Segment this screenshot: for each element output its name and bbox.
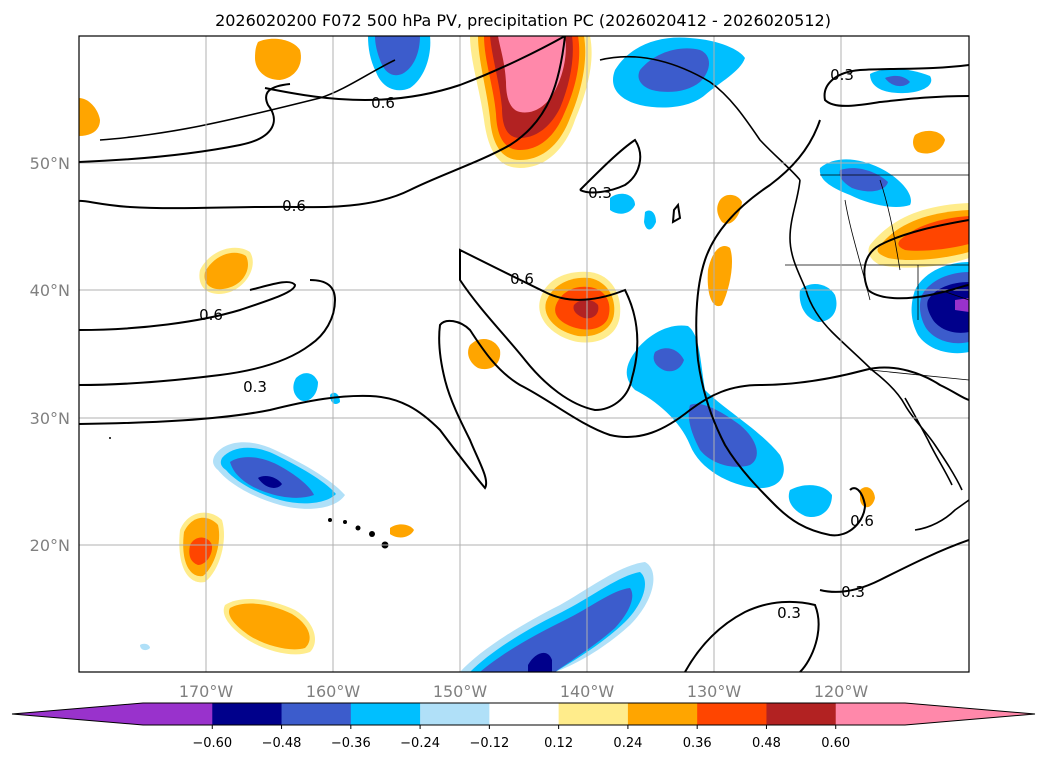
pv-contour-0.3-south [79,319,969,490]
contour-label: 0.6 [371,94,395,112]
baja-coast [904,397,953,486]
contour-label: 0.3 [588,184,612,202]
lat-label: 50°N [30,154,70,173]
colorbar-tick-label: −0.48 [262,736,302,751]
pv-contour-0.3-east [823,64,969,300]
lon-label: 120°W [814,682,869,701]
lon-label: 130°W [687,682,742,701]
colorbar-segment [143,703,213,725]
pv-contour-0.3-bc [579,138,682,224]
colorbar-tick-label: 0.60 [821,736,850,751]
colorbar-segment [420,703,490,725]
colorbar-segment [281,703,352,725]
lon-label: 160°W [306,682,361,701]
colorbar-tick-label: −0.12 [469,736,509,751]
colorbar-tick-label: −0.24 [400,736,440,751]
colorbar-segment [766,703,837,725]
colorbar-tick-label: 0.12 [544,736,573,751]
contour-label: 0.6 [850,512,874,530]
lon-label: 140°W [560,682,615,701]
alaska-coast [99,55,801,181]
colorbar-segment [350,703,421,725]
colorbar-segment [627,703,698,725]
lat-label: 40°N [30,281,70,300]
colorbar-extend-min [12,703,143,725]
colorbar-outline [11,702,1036,726]
colorbar-tick-label: 0.36 [683,736,712,751]
gridlines [79,36,969,672]
pv-contour-0.6-top [264,36,566,102]
colorbar-extend-max [905,703,1035,725]
pv-contours [79,36,969,672]
contour-label: 0.6 [199,306,223,324]
colorbar-tick-label: 0.24 [613,736,642,751]
contour-label: 0.3 [830,66,854,84]
lat-label: 20°N [30,536,70,555]
pv-contour-0.6-coast [695,119,867,537]
lon-label: 150°W [433,682,488,701]
coastlines [99,55,969,531]
contour-label: 0.3 [777,604,801,622]
north-america-coast [789,179,969,531]
lat-labels: 50°N 40°N 30°N 20°N [30,154,70,555]
colorbar-segment [697,703,767,725]
colorbar-tick-label: 0.48 [752,736,781,751]
borders [785,174,969,381]
colorbar: −0.60 −0.48 −0.36 −0.24 −0.12 0.12 0.24 0.36 0.4… [11,702,1036,751]
map-panel: 0.6 0.3 0.6 0.6 0.3 0.6 0.3 0.6 0.3 0.3 [79,36,969,672]
contour-labels: 0.6 0.3 0.6 0.6 0.3 0.6 0.3 0.6 0.3 0.3 [199,66,874,622]
pv-contour-0.3-se [684,539,969,672]
map-frame [78,35,970,673]
pv-contour-0.3-west [79,279,337,386]
contour-label: 0.6 [510,270,534,288]
pv-contour-0.6-mid [79,248,639,412]
colorbar-tick-label: −0.60 [192,736,232,751]
lat-label: 30°N [30,409,70,428]
colorbar-segment [489,703,560,725]
colorbar-segment [212,703,283,725]
colorbar-segment [835,703,906,725]
colorbar-tick-label: −0.36 [331,736,371,751]
pv-contour-0.6-upper [79,36,566,210]
contour-label: 0.3 [841,583,865,601]
contour-label: 0.6 [282,197,306,215]
figure-title: 2026020200 F072 500 hPa PV, precipitatio… [215,11,831,30]
colorbar-segment [558,703,629,725]
lon-labels: 170°W 160°W 150°W 140°W 130°W 120°W [179,682,869,701]
lon-label: 170°W [179,682,234,701]
contour-label: 0.3 [243,378,267,396]
